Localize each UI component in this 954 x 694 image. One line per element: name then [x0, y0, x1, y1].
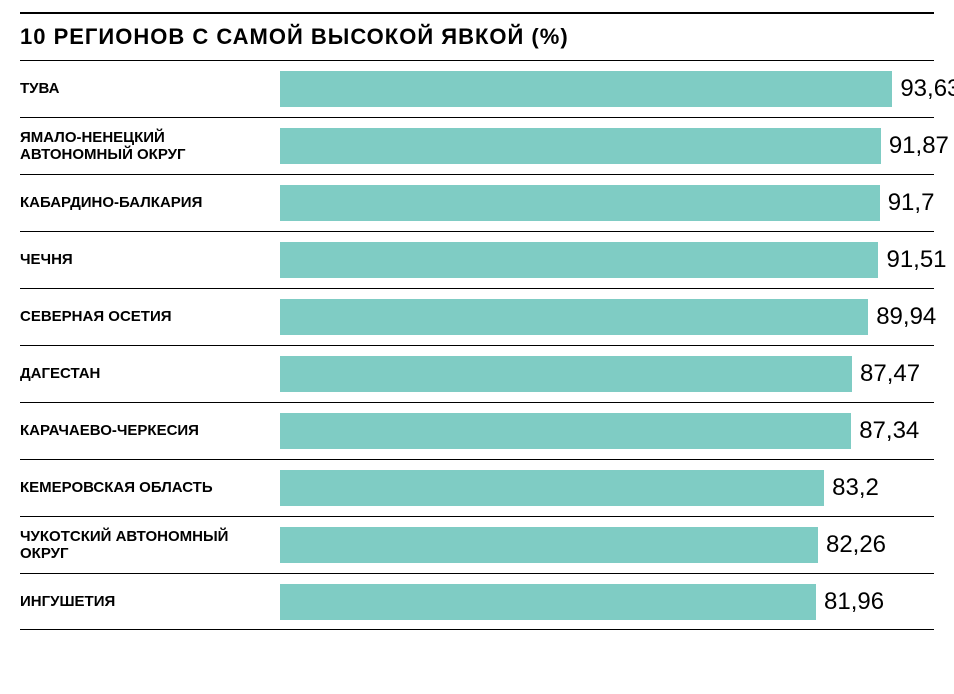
row-value: 91,51 — [878, 246, 946, 274]
row-value: 87,34 — [851, 417, 919, 445]
bar-cell: 93,63 — [280, 61, 934, 117]
chart-row: ТУВА93,63 — [20, 60, 934, 117]
bar-cell: 82,26 — [280, 517, 934, 573]
bar — [280, 584, 816, 620]
row-label: ЯМАЛО-НЕНЕЦКИЙ АВТОНОМНЫЙ ОКРУГ — [20, 129, 280, 164]
bar — [280, 71, 892, 107]
chart-title: 10 РЕГИОНОВ С САМОЙ ВЫСОКОЙ ЯВКОЙ (%) — [20, 24, 934, 50]
row-value: 83,2 — [824, 474, 879, 502]
chart-container: 10 РЕГИОНОВ С САМОЙ ВЫСОКОЙ ЯВКОЙ (%) ТУ… — [0, 0, 954, 646]
bar — [280, 185, 880, 221]
row-value: 91,7 — [880, 189, 935, 217]
row-value: 91,87 — [881, 132, 949, 160]
row-label: КАБАРДИНО-БАЛКАРИЯ — [20, 194, 280, 211]
bar — [280, 242, 878, 278]
bar-cell: 91,7 — [280, 175, 934, 231]
row-label: ЧЕЧНЯ — [20, 251, 280, 268]
chart-row: КАРАЧАЕВО-ЧЕРКЕСИЯ 87,34 — [20, 402, 934, 459]
row-label: КАРАЧАЕВО-ЧЕРКЕСИЯ — [20, 422, 280, 439]
chart-row: ЧУКОТСКИЙ АВТОНОМНЫЙ ОКРУГ 82,26 — [20, 516, 934, 573]
bar-cell: 91,51 — [280, 232, 934, 288]
bar — [280, 413, 851, 449]
row-value: 89,94 — [868, 303, 936, 331]
chart-row: ИНГУШЕТИЯ 81,96 — [20, 573, 934, 630]
chart-row: ЯМАЛО-НЕНЕЦКИЙ АВТОНОМНЫЙ ОКРУГ91,87 — [20, 117, 934, 174]
bar-cell: 81,96 — [280, 574, 934, 629]
chart-rows: ТУВА93,63ЯМАЛО-НЕНЕЦКИЙ АВТОНОМНЫЙ ОКРУГ… — [20, 60, 934, 630]
row-value: 93,63 — [892, 75, 954, 103]
bar-cell: 87,47 — [280, 346, 934, 402]
row-label: ДАГЕСТАН — [20, 365, 280, 382]
row-value: 87,47 — [852, 360, 920, 388]
row-label: СЕВЕРНАЯ ОСЕТИЯ — [20, 308, 280, 325]
bar — [280, 128, 881, 164]
row-label: ИНГУШЕТИЯ — [20, 593, 280, 610]
row-value: 82,26 — [818, 531, 886, 559]
chart-row: КАБАРДИНО-БАЛКАРИЯ 91,7 — [20, 174, 934, 231]
row-value: 81,96 — [816, 588, 884, 616]
bar — [280, 299, 868, 335]
bar-cell: 91,87 — [280, 118, 934, 174]
bar-cell: 87,34 — [280, 403, 934, 459]
bar — [280, 356, 852, 392]
chart-row: ДАГЕСТАН 87,47 — [20, 345, 934, 402]
bar-cell: 83,2 — [280, 460, 934, 516]
row-label: ЧУКОТСКИЙ АВТОНОМНЫЙ ОКРУГ — [20, 528, 280, 563]
top-rule — [20, 12, 934, 14]
row-label: КЕМЕРОВСКАЯ ОБЛАСТЬ — [20, 479, 280, 496]
chart-row: СЕВЕРНАЯ ОСЕТИЯ 89,94 — [20, 288, 934, 345]
bar — [280, 527, 818, 563]
bar-cell: 89,94 — [280, 289, 934, 345]
bar — [280, 470, 824, 506]
chart-row: КЕМЕРОВСКАЯ ОБЛАСТЬ 83,2 — [20, 459, 934, 516]
chart-row: ЧЕЧНЯ91,51 — [20, 231, 934, 288]
row-label: ТУВА — [20, 80, 280, 97]
